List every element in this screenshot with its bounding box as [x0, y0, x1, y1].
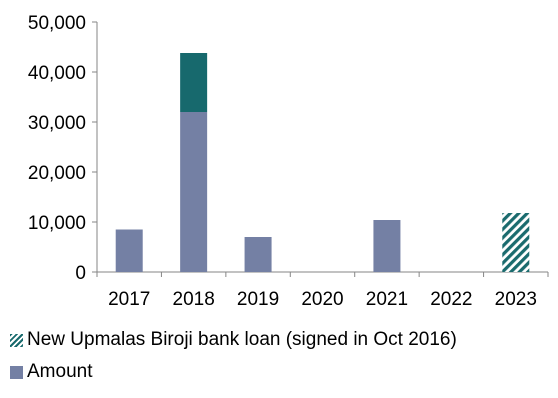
x-tick-label: 2018: [173, 289, 215, 310]
y-tick-label: 30,000: [28, 113, 86, 134]
bar-amount: [115, 229, 143, 272]
y-tick-label: 20,000: [28, 163, 86, 184]
legend-item-amount: Amount: [10, 360, 457, 384]
bar-amount: [373, 220, 401, 272]
y-tick-label: 10,000: [28, 213, 86, 234]
x-tick-label: 2022: [430, 289, 472, 310]
legend-label-amount: Amount: [27, 361, 93, 382]
legend-swatch-amount: [10, 365, 23, 379]
bar-segment-top: [180, 53, 208, 112]
bar-loan: [502, 213, 530, 272]
x-tick-label: 2021: [366, 289, 408, 310]
legend-label-loan: New Upmalas Biroji bank loan (signed in …: [27, 329, 457, 350]
y-axis: 0 10,000 20,000 30,000 40,000 50,000: [28, 13, 98, 284]
bars: [115, 53, 530, 272]
x-tick-label: 2017: [108, 289, 150, 310]
x-axis: 2017 2018 2019 2020 2021 2022 2023: [96, 271, 549, 310]
legend-item-loan: New Upmalas Biroji bank loan (signed in …: [10, 328, 457, 352]
x-tick-label: 2019: [237, 289, 279, 310]
bar-amount: [244, 237, 272, 272]
legend: New Upmalas Biroji bank loan (signed in …: [10, 328, 457, 392]
y-tick-label: 40,000: [28, 63, 86, 84]
x-tick-label: 2023: [495, 289, 537, 310]
legend-swatch-loan: [10, 333, 23, 347]
bar-amount: [180, 112, 208, 272]
y-tick-label: 0: [75, 263, 86, 284]
x-tick-label: 2020: [301, 289, 343, 310]
y-tick-label: 50,000: [28, 13, 86, 34]
